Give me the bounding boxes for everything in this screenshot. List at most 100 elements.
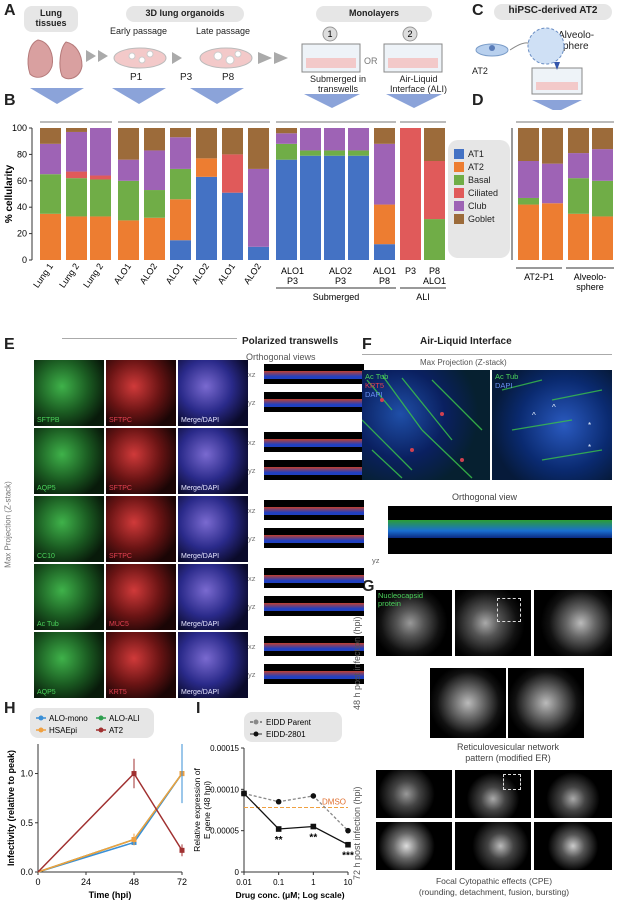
x-tick-label: 0 (35, 877, 40, 887)
panel-label-g: G (362, 578, 375, 595)
bar-segment (40, 143, 61, 175)
legend-label: Club (468, 201, 487, 211)
bar-segment (170, 128, 191, 138)
hipsc-title: hiPSC-derived AT2 (494, 4, 612, 20)
legend-swatch (454, 149, 464, 159)
y-axis-label: % cellularity (4, 164, 15, 223)
x-tick-label: P8 (379, 276, 390, 286)
e-ortho-strip (264, 528, 364, 548)
e-ortho-axis-label: xz (248, 642, 256, 651)
legend-item: AT1 (454, 149, 504, 159)
bar-segment (66, 178, 87, 217)
i-data-point (275, 798, 282, 805)
bar-segment (118, 128, 139, 160)
y-axis-label: E gene (48 hpi) (202, 781, 212, 839)
bar-segment (144, 150, 165, 191)
e-ortho-axis-label: yz (248, 398, 256, 407)
h-legend-label: HSAEpi (49, 726, 77, 735)
panel-f-title: Air-Liquid Interface (420, 336, 512, 347)
bar-segment (518, 161, 539, 198)
bar-segment (592, 128, 613, 150)
bar-segment (66, 171, 87, 179)
y-axis-label: Infectivity (relative to peak) (6, 750, 16, 866)
x-axis-label: Drug conc. (μM; Log scale) (235, 890, 344, 900)
h-legend-label: AT2 (109, 726, 124, 735)
bar-segment (400, 128, 421, 260)
ali-image-left: Ac Tub KRT5 DAPI (362, 370, 490, 480)
bar-segment (592, 149, 613, 181)
x-tick-label: ALO1 (373, 266, 396, 276)
bar-segment (222, 154, 243, 193)
panel-label-a: A (4, 2, 16, 19)
y-tick-label: 1.0 (20, 769, 33, 779)
organoids-label: 3D lung organoids (126, 6, 244, 22)
h-series-line (37, 773, 183, 873)
y-tick-label: 60 (17, 176, 27, 186)
i-data-point (345, 827, 351, 834)
g-img-48-1: Nucleocapsid protein (376, 590, 452, 656)
h-legend-box (30, 708, 154, 738)
legend-swatch (454, 188, 464, 198)
bar-segment (300, 128, 321, 151)
e-image-merge: Merge/DAPI (178, 360, 248, 426)
e-image-red: SFTPC (106, 428, 176, 494)
bar-segment (90, 128, 111, 176)
bar-segment (248, 168, 269, 247)
y-tick-label: 80 (17, 149, 27, 159)
legend-item: AT2 (454, 162, 504, 172)
g-img-72-5 (455, 822, 531, 870)
x-tick-label: P3 (405, 266, 416, 276)
bar-segment (542, 203, 563, 260)
e-ortho-axis-label: yz (248, 534, 256, 543)
bar-segment (248, 128, 269, 169)
h-legend-label: ALO-mono (49, 714, 88, 723)
bar-segment (196, 176, 217, 260)
alveolosphere-icon (527, 27, 565, 65)
h-series-line (37, 772, 183, 873)
y-tick-label: 0.5 (20, 818, 33, 828)
e-image-label: Merge/DAPI (181, 485, 220, 492)
g-img-48-3 (534, 590, 612, 656)
legend-swatch (454, 214, 464, 224)
x-tick-label: 48 (129, 877, 139, 887)
g-48-label: 48 h post infection (hpi) (352, 616, 362, 710)
ali-group-label: ALI (416, 292, 430, 302)
submerged-group-label: Submerged (313, 292, 360, 302)
e-ortho-strip (264, 636, 364, 656)
y-tick-label: 0.00015 (210, 744, 239, 753)
e-image-label: SFTPB (37, 417, 60, 424)
legend-swatch (454, 175, 464, 185)
legend-label: AT1 (468, 149, 484, 159)
i-data-point (310, 823, 317, 830)
nucleocapsid-label: Nucleocapsid protein (378, 591, 424, 608)
e-ortho-strip (264, 500, 364, 520)
y-tick-label: 20 (17, 229, 27, 239)
bar-segment (568, 128, 589, 154)
legend-swatch (454, 162, 464, 172)
x-tick-label: 10 (344, 878, 353, 887)
panel-label-c: C (472, 2, 484, 19)
x-tick-label: ALO1 (164, 261, 185, 286)
p3-label: P3 (180, 72, 193, 83)
e-image-label: AQP5 (37, 485, 56, 492)
at2-p1-label: AT2-P1 (524, 272, 554, 282)
legend-label: Basal (468, 175, 491, 185)
x-tick-label: 24 (81, 877, 91, 887)
h-series-line (37, 773, 183, 873)
x-tick-label: 0.01 (236, 878, 252, 887)
h-legend-marker (38, 715, 44, 721)
alveolosphere-label: Alveolo- sphere (558, 30, 595, 52)
panel-label-i: I (196, 700, 201, 717)
bar-segment (170, 240, 191, 260)
bar-segment (40, 213, 61, 260)
f-right-label-1: Ac Tub (495, 372, 519, 381)
bar-segment (348, 155, 369, 260)
panel-label-e: E (4, 336, 15, 353)
lung-tissues-label: Lung tissues (24, 6, 78, 32)
p1-label: P1 (130, 72, 143, 83)
bar-segment (324, 155, 345, 260)
bar-segment (40, 174, 61, 214)
bar-segment (592, 216, 613, 260)
at2-label: AT2 (472, 66, 488, 76)
bar-segment (40, 128, 61, 144)
